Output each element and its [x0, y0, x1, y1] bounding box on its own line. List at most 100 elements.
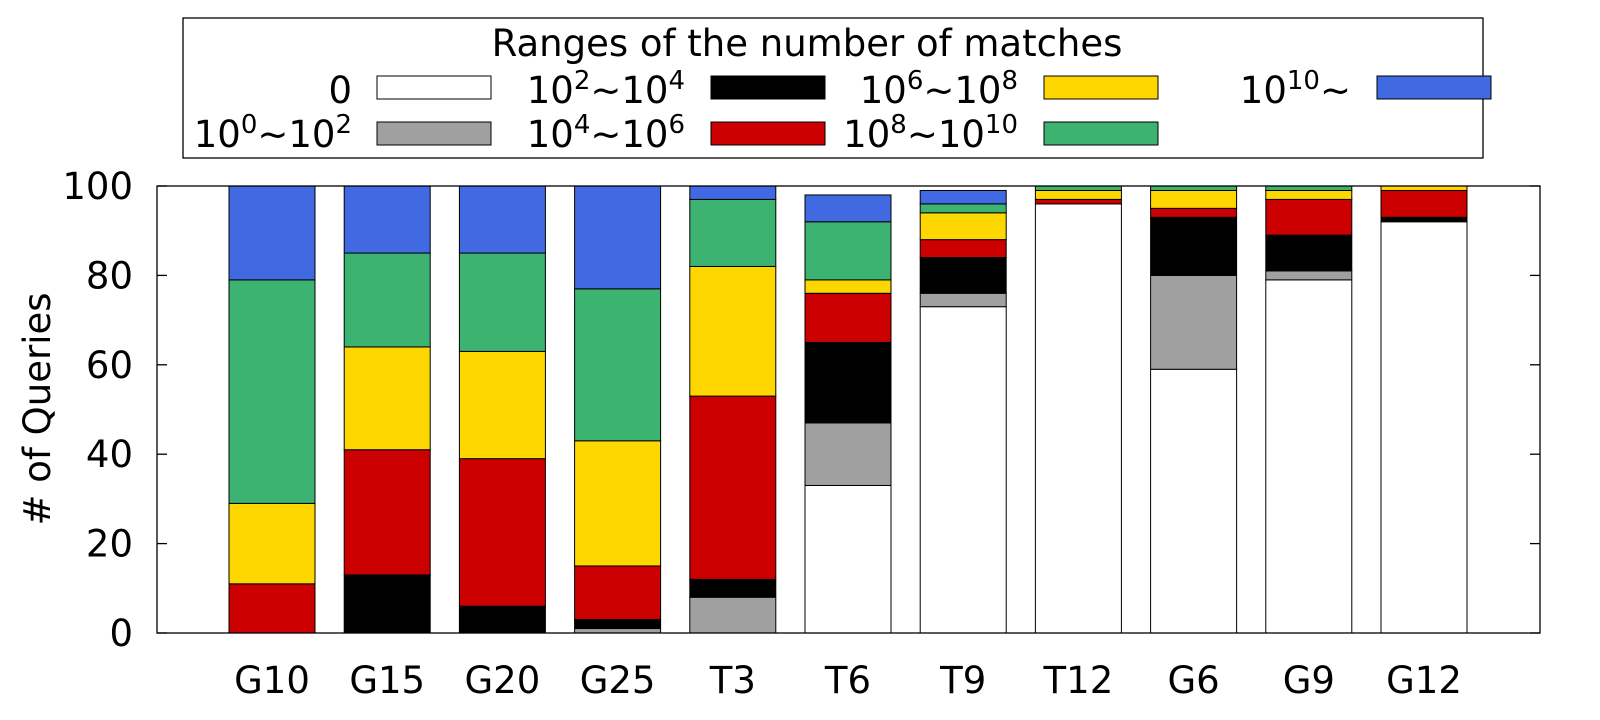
bar-segment: [1380, 221, 1468, 634]
bar-segment: [804, 292, 892, 343]
bar-segment: [1150, 274, 1238, 370]
plot-frame: [156, 185, 1541, 634]
legend-swatch: [710, 121, 826, 146]
bar-segment: [919, 189, 1007, 205]
bar-segment: [1150, 368, 1238, 634]
bar-segment: [228, 185, 316, 281]
legend-title: Ranges of the number of matches: [492, 22, 1123, 65]
bar-segment: [919, 203, 1007, 214]
y-tick-label: 20: [86, 523, 133, 566]
bar-segment: [919, 306, 1007, 634]
y-tick-label: 80: [86, 254, 133, 297]
legend-label: 1010~: [1240, 66, 1351, 112]
plot-area: 0 20 40 60 80 100 G10 G15 G20 G25 T3 T6 T9 T12 G6 G9 G1…: [16, 165, 1541, 702]
legend-swatch: [710, 75, 826, 100]
bar-segment: [574, 565, 662, 621]
bar-segment: [804, 341, 892, 424]
bar-segment: [1034, 185, 1122, 191]
legend-item: 0: [328, 69, 492, 112]
x-tick-label: G10: [234, 659, 310, 702]
bar-segment: [458, 185, 546, 254]
bar-segment: [343, 346, 431, 451]
x-tick-label: G15: [349, 659, 425, 702]
bar-segment: [574, 619, 662, 630]
bar-segment: [1265, 189, 1353, 200]
y-tick-label: 40: [86, 433, 133, 476]
bar-segment: [1265, 270, 1353, 281]
bar-segment: [343, 185, 431, 254]
legend-label: 0: [328, 69, 352, 112]
legend-swatch: [376, 121, 492, 146]
y-tick-label: 60: [86, 344, 133, 387]
bar-segment: [228, 279, 316, 504]
x-tick-label: T3: [709, 659, 756, 702]
legend-label: 104~106: [527, 110, 685, 156]
x-tick-label: T12: [1043, 659, 1114, 702]
legend-swatch: [1376, 75, 1492, 100]
bar-segment: [574, 185, 662, 290]
bar-segment: [919, 212, 1007, 241]
bar-segment: [1150, 185, 1238, 191]
y-tick-label: 0: [109, 612, 133, 655]
legend-label: 100~102: [194, 110, 352, 156]
bar-segment: [1150, 207, 1238, 218]
bar-segment: [574, 440, 662, 567]
bar-segment: [804, 484, 892, 634]
bar-segment: [1150, 189, 1238, 209]
bar-segment: [689, 198, 777, 267]
legend-swatch: [1043, 121, 1159, 146]
bar-segment: [1380, 216, 1468, 223]
legend-swatch: [376, 75, 492, 100]
bar-segment: [919, 239, 1007, 259]
bar-segment: [458, 605, 546, 634]
bar-segment: [919, 292, 1007, 308]
bar-segment: [804, 194, 892, 223]
y-tick-label: 100: [62, 165, 133, 208]
bar-segment: [1380, 185, 1468, 191]
legend-label: 108~1010: [843, 110, 1018, 156]
legend-swatch: [1043, 75, 1159, 100]
bar-segment: [689, 578, 777, 598]
bar-segment: [574, 628, 662, 634]
x-tick-label: G20: [465, 659, 541, 702]
x-tick-label: G25: [580, 659, 656, 702]
bar-segment: [458, 252, 546, 352]
legend-item: 108~1010: [843, 110, 1159, 156]
legend-item: 102~104: [527, 66, 826, 112]
bar-segment: [343, 252, 431, 348]
bar-segment: [804, 279, 892, 294]
bar-segment: [343, 449, 431, 576]
x-tick-label: T9: [939, 659, 986, 702]
x-tick-label: G6: [1167, 659, 1219, 702]
bar-segment: [1265, 234, 1353, 272]
bar-segment: [689, 265, 777, 397]
bar-segment: [458, 458, 546, 607]
bar-segment: [343, 574, 431, 634]
bar-segment: [1150, 216, 1238, 276]
bars: [228, 185, 1468, 634]
legend-item: 100~102: [194, 110, 492, 156]
bar-segment: [1034, 203, 1122, 634]
bar-segment: [458, 350, 546, 460]
x-tick-label: T6: [824, 659, 871, 702]
legend-item: 104~106: [527, 110, 826, 156]
x-tick-label: G9: [1283, 659, 1335, 702]
bar-segment: [1265, 198, 1353, 236]
bar-segment: [1380, 189, 1468, 218]
bar-segment: [1265, 185, 1353, 191]
bar-segment: [689, 185, 777, 200]
bar-segment: [574, 288, 662, 442]
bar-segment: [804, 221, 892, 281]
bar-segment: [919, 257, 1007, 294]
x-tick-label: G12: [1386, 659, 1462, 702]
legend-label: 102~104: [527, 66, 685, 112]
bar-segment: [804, 422, 892, 486]
legend-item: 1010~: [1240, 66, 1492, 112]
legend-label: 106~108: [860, 66, 1018, 112]
bar-segment: [1034, 189, 1122, 200]
legend: Ranges of the number of matches 0100~102…: [182, 17, 1492, 159]
y-axis-title: # of Queries: [16, 292, 59, 525]
bar-segment: [689, 596, 777, 634]
